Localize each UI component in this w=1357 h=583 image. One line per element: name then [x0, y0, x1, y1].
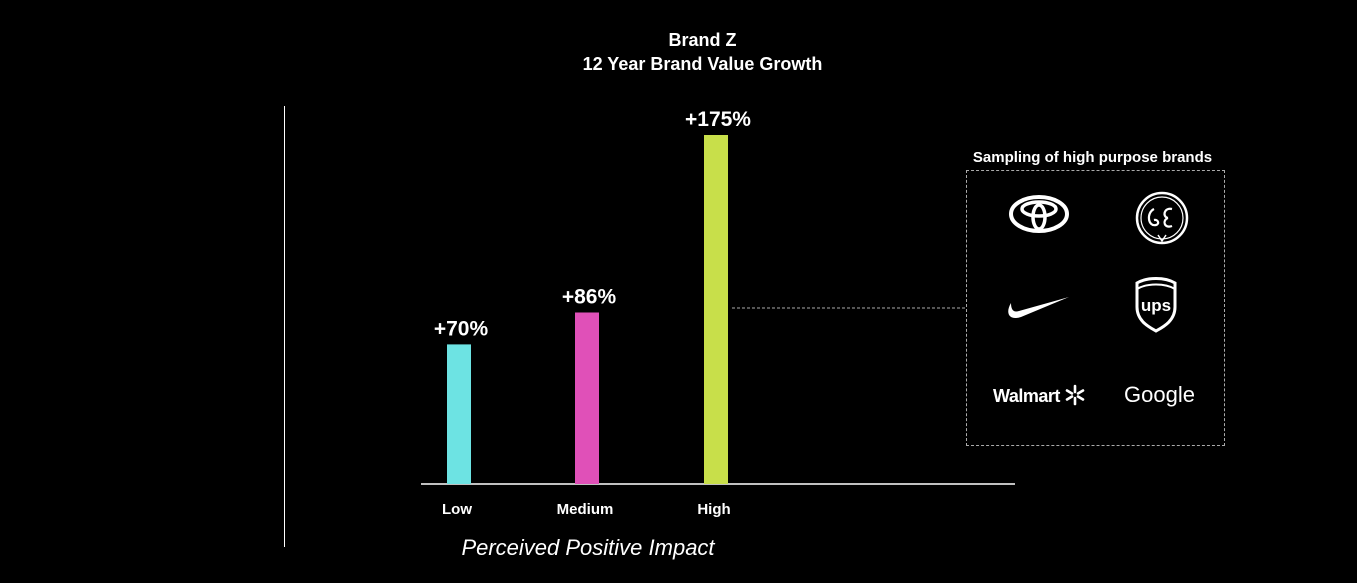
bar-high: [704, 135, 728, 484]
x-axis-title: Perceived Positive Impact: [461, 535, 715, 560]
data-label-low: +70%: [434, 317, 489, 340]
data-label-medium: +86%: [562, 285, 617, 308]
ups-logo-text: ups: [1141, 296, 1171, 315]
google-logo: Google: [1124, 382, 1195, 408]
ups-logo-icon: ups: [1133, 275, 1179, 338]
google-logo-text: Google: [1124, 382, 1195, 407]
tick-label-medium: Medium: [557, 501, 614, 518]
tick-label-high: High: [697, 501, 730, 518]
bar-medium: [575, 312, 599, 484]
walmart-spark-icon: [1066, 384, 1085, 406]
data-label-high: +175%: [685, 108, 751, 131]
ge-logo-icon: [1134, 191, 1190, 252]
brands-panel: ups Walmart Google: [966, 170, 1225, 446]
chart-subtitle: 12 Year Brand Value Growth: [582, 54, 823, 74]
left-divider-line: [284, 106, 285, 547]
bar-low: [447, 344, 471, 484]
nike-swoosh-icon: [1005, 293, 1071, 326]
chart-title: Brand Z: [668, 30, 737, 50]
walmart-logo-text: Walmart: [993, 386, 1060, 406]
tick-label-low: Low: [442, 501, 472, 518]
walmart-logo: Walmart: [993, 384, 1086, 407]
toyota-logo-icon: [1008, 193, 1070, 240]
brands-panel-title: Sampling of high purpose brands: [972, 149, 1213, 166]
